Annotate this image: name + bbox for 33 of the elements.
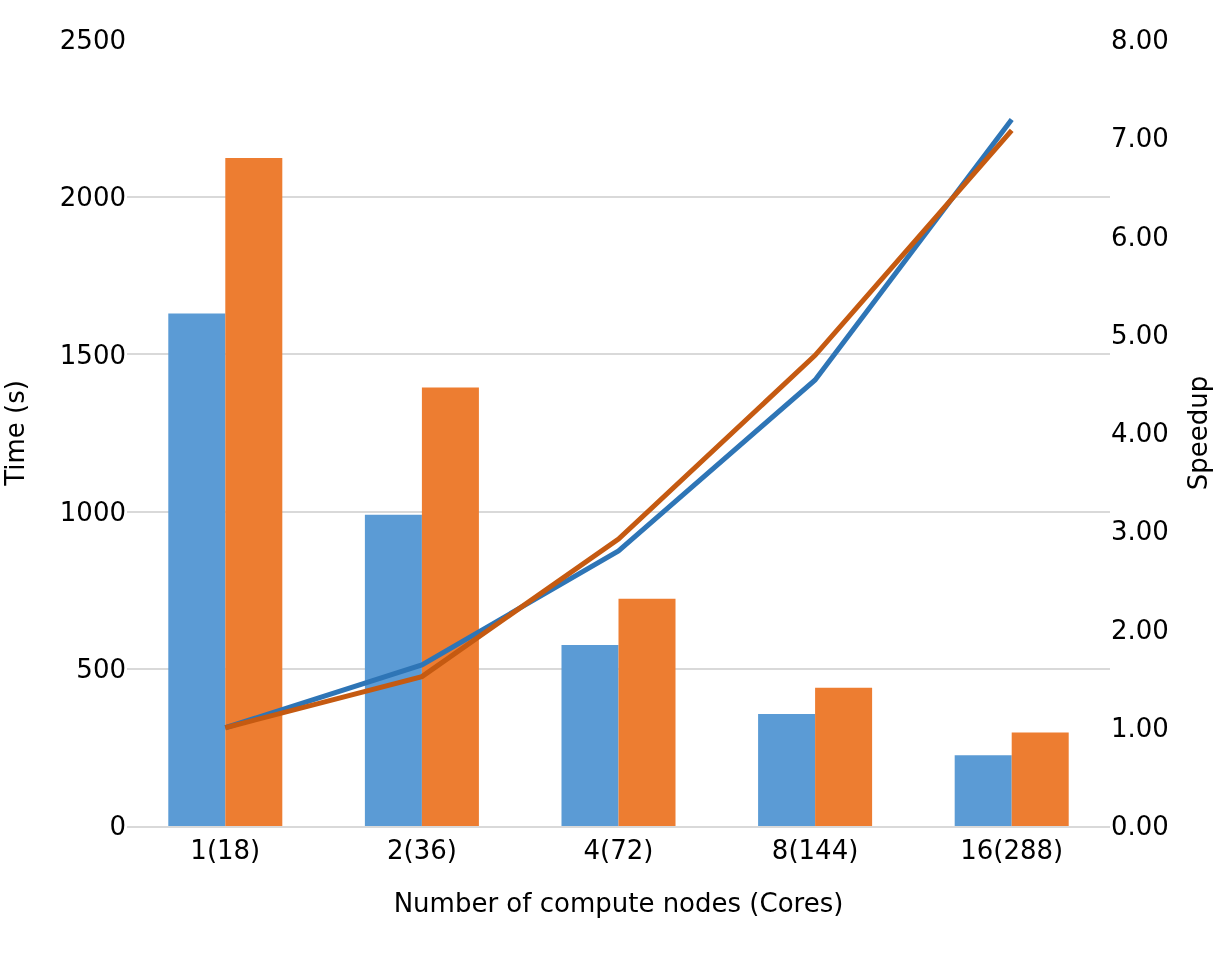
- y2-tick-label: 6.00: [1111, 221, 1169, 252]
- x-tick-label: 16(288): [960, 835, 1064, 866]
- bar: [758, 714, 816, 826]
- y2-tick-label: 0.00: [1111, 811, 1169, 842]
- y-tick-label: 2000: [59, 182, 126, 213]
- y2-tick-label: 8.00: [1111, 25, 1169, 56]
- y2-axis-title: Speedup: [1182, 375, 1213, 491]
- x-tick-label: 4(72): [583, 835, 654, 866]
- bar: [815, 687, 873, 826]
- bar: [1011, 732, 1069, 826]
- bar: [364, 514, 422, 826]
- bar: [561, 644, 619, 826]
- bar: [618, 598, 676, 826]
- y-tick-label: 0: [109, 811, 126, 842]
- y-tick-label: 500: [76, 653, 126, 684]
- y-tick-label: 1500: [59, 339, 126, 370]
- y-tick-label: 2500: [59, 25, 126, 56]
- x-tick-label: 2(36): [386, 835, 457, 866]
- y-axis-title: Time (s): [0, 380, 30, 487]
- x-axis-title: Number of compute nodes (Cores): [393, 888, 844, 919]
- y2-tick-label: 4.00: [1111, 418, 1169, 449]
- y2-tick-label: 3.00: [1111, 516, 1169, 547]
- y2-tick-label: 5.00: [1111, 319, 1169, 350]
- bar: [954, 755, 1012, 826]
- x-tick-label: 8(144): [771, 835, 859, 866]
- y2-tick-label: 2.00: [1111, 614, 1169, 645]
- x-tick-label: 1(18): [190, 835, 261, 866]
- y2-tick-label: 7.00: [1111, 123, 1169, 154]
- bar: [225, 157, 283, 826]
- y2-tick-label: 1.00: [1111, 712, 1169, 743]
- bar: [168, 313, 226, 826]
- y-tick-label: 1000: [59, 496, 126, 527]
- bar: [421, 387, 479, 826]
